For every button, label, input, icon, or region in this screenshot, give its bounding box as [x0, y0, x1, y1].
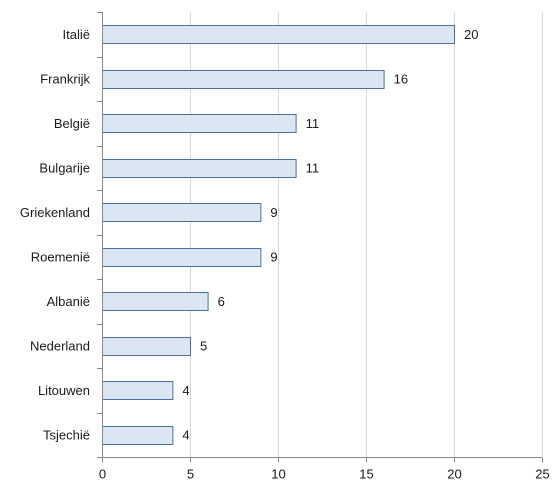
- category-labels: Italië Frankrijk België Bulgarije Griekenlan…: [20, 27, 91, 443]
- x-tick-label-15: 15: [359, 467, 373, 482]
- data-labels: 20 16 11 11 9 9 6 5 4 4: [182, 27, 478, 443]
- bar-tsjechie-: [102, 426, 174, 445]
- category-label-belgie-: België: [54, 116, 90, 131]
- category-label-tsjechie-: Tsjechië: [43, 427, 90, 442]
- data-label-italie-: 20: [464, 27, 478, 42]
- x-tick-label-0: 0: [99, 467, 106, 482]
- data-label-griekenland: 9: [270, 205, 277, 220]
- bar-italie-: [102, 25, 455, 44]
- bar-griekenland: [102, 203, 262, 222]
- x-tick-label-25: 25: [535, 467, 549, 482]
- data-label-frankrijk: 16: [394, 71, 408, 86]
- category-label-frankrijk: Frankrijk: [40, 71, 90, 86]
- x-tick-labels: 0 5 10 15 20 25: [99, 467, 550, 482]
- data-label-nederland: 5: [200, 338, 207, 353]
- data-label-tsjechie-: 4: [182, 427, 189, 442]
- data-label-litouwen: 4: [182, 383, 189, 398]
- bar-bulgarije: [102, 159, 297, 178]
- bar-roemenie-: [102, 248, 262, 267]
- x-tick-label-10: 10: [271, 467, 285, 482]
- data-label-roemenie-: 9: [270, 249, 277, 264]
- bar-nederland: [102, 337, 191, 356]
- data-label-albanie-: 6: [218, 294, 225, 309]
- category-label-nederland: Nederland: [30, 338, 90, 353]
- bar-belgie-: [102, 114, 297, 133]
- category-label-litouwen: Litouwen: [38, 383, 90, 398]
- bars: [102, 25, 455, 445]
- x-tick-label-5: 5: [187, 467, 194, 482]
- category-label-griekenland: Griekenland: [20, 205, 90, 220]
- category-label-italie-: Italië: [63, 27, 90, 42]
- category-label-bulgarije: Bulgarije: [39, 160, 90, 175]
- category-label-albanie-: Albanië: [47, 294, 90, 309]
- axes: [97, 12, 543, 463]
- data-label-bulgarije: 11: [306, 160, 320, 175]
- bar-albanie-: [102, 292, 209, 311]
- x-tick-label-20: 20: [447, 467, 461, 482]
- category-label-roemenie-: Roemenië: [31, 249, 90, 264]
- bar-litouwen: [102, 381, 174, 400]
- bar-frankrijk: [102, 70, 385, 89]
- data-label-belgie-: 11: [306, 116, 320, 131]
